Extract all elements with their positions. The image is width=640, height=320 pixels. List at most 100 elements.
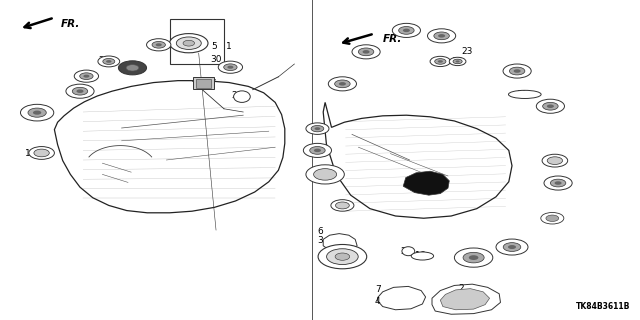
Text: 9: 9	[337, 79, 342, 88]
Text: 15: 15	[311, 146, 323, 155]
Circle shape	[328, 77, 356, 91]
Text: 19: 19	[506, 243, 518, 252]
Circle shape	[463, 252, 484, 263]
Text: 15: 15	[397, 26, 409, 35]
Circle shape	[331, 200, 354, 211]
Text: 4: 4	[375, 297, 380, 306]
Polygon shape	[403, 171, 449, 195]
Text: 26: 26	[401, 247, 412, 256]
Text: 3: 3	[317, 236, 323, 245]
Circle shape	[555, 181, 562, 185]
Circle shape	[544, 176, 572, 190]
Circle shape	[541, 212, 564, 224]
Circle shape	[152, 42, 165, 48]
Text: 28: 28	[546, 214, 557, 223]
Text: 11: 11	[356, 47, 367, 56]
Bar	[193, 77, 214, 89]
Text: 12: 12	[511, 67, 523, 76]
Text: 30: 30	[210, 55, 221, 64]
Text: 18: 18	[332, 252, 344, 260]
Circle shape	[227, 66, 234, 69]
Text: 6: 6	[317, 227, 323, 236]
Circle shape	[74, 70, 99, 82]
Circle shape	[508, 245, 516, 249]
Circle shape	[352, 45, 380, 59]
Text: 21: 21	[148, 40, 159, 49]
Circle shape	[98, 56, 120, 67]
Circle shape	[29, 147, 54, 159]
Text: 15: 15	[543, 102, 555, 111]
Circle shape	[20, 104, 54, 121]
Circle shape	[106, 60, 111, 63]
Text: 27: 27	[205, 79, 217, 88]
Circle shape	[546, 215, 559, 221]
Circle shape	[314, 169, 337, 180]
Circle shape	[303, 143, 332, 157]
Text: 8: 8	[471, 253, 476, 262]
Text: 16: 16	[415, 252, 427, 260]
Text: 16: 16	[25, 149, 36, 158]
Ellipse shape	[402, 247, 415, 256]
Circle shape	[358, 48, 374, 56]
Circle shape	[170, 34, 208, 53]
Circle shape	[66, 84, 94, 98]
Circle shape	[80, 73, 93, 79]
Circle shape	[118, 61, 147, 75]
Circle shape	[147, 39, 171, 51]
Circle shape	[547, 104, 554, 108]
Circle shape	[514, 69, 521, 73]
Circle shape	[306, 123, 329, 134]
Circle shape	[454, 248, 493, 267]
Circle shape	[218, 61, 243, 73]
Ellipse shape	[234, 91, 250, 102]
Circle shape	[28, 108, 46, 117]
Text: 13: 13	[548, 156, 559, 165]
Circle shape	[438, 60, 443, 63]
Circle shape	[428, 29, 456, 43]
Bar	[170, 19, 224, 64]
Circle shape	[509, 67, 525, 75]
Circle shape	[503, 64, 531, 78]
Circle shape	[126, 65, 139, 71]
Circle shape	[83, 75, 90, 78]
Circle shape	[496, 239, 528, 255]
Text: 23: 23	[461, 47, 473, 56]
Circle shape	[503, 243, 521, 252]
Circle shape	[435, 59, 446, 64]
Circle shape	[438, 34, 445, 37]
Ellipse shape	[412, 252, 434, 260]
Circle shape	[72, 87, 88, 95]
Text: 5: 5	[212, 42, 217, 51]
Circle shape	[362, 50, 370, 53]
Circle shape	[468, 255, 479, 260]
Text: 16: 16	[452, 57, 463, 66]
Circle shape	[339, 82, 346, 85]
Circle shape	[543, 102, 558, 110]
Circle shape	[456, 60, 460, 62]
Text: FR.: FR.	[61, 19, 80, 29]
Circle shape	[550, 179, 566, 187]
Circle shape	[306, 165, 344, 184]
Text: TK84B3611B: TK84B3611B	[576, 302, 630, 311]
Circle shape	[335, 202, 349, 209]
Text: 15: 15	[20, 109, 31, 118]
Text: 16: 16	[337, 201, 348, 210]
Text: 18: 18	[319, 170, 331, 179]
Text: 14: 14	[310, 124, 321, 133]
Text: 24: 24	[223, 63, 235, 72]
Text: 10: 10	[119, 64, 131, 73]
Text: 25: 25	[70, 88, 81, 97]
Circle shape	[103, 59, 115, 64]
Circle shape	[335, 80, 350, 88]
Circle shape	[156, 43, 162, 46]
Circle shape	[335, 253, 349, 260]
Text: 22: 22	[76, 72, 87, 81]
Text: 7: 7	[375, 285, 380, 294]
Circle shape	[183, 40, 195, 46]
Circle shape	[547, 157, 563, 164]
Circle shape	[34, 149, 49, 157]
Ellipse shape	[508, 90, 541, 99]
Circle shape	[430, 56, 451, 67]
Circle shape	[310, 147, 325, 154]
Circle shape	[434, 32, 449, 40]
